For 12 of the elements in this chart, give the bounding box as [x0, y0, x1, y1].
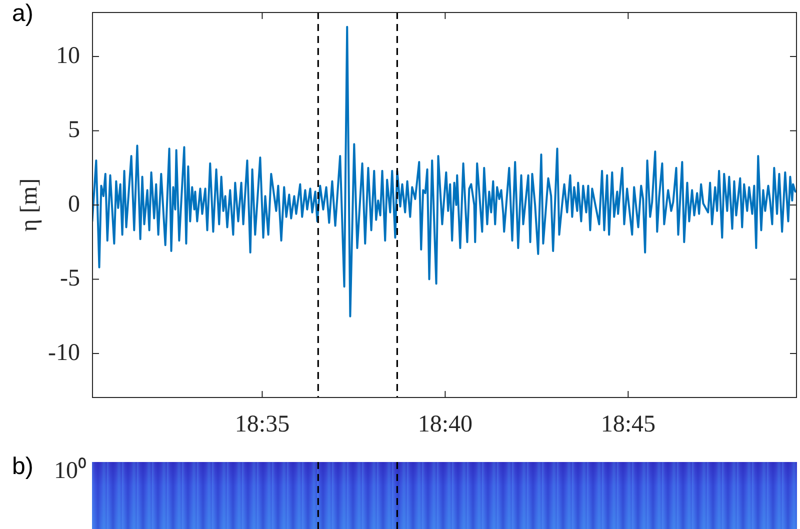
chart-title: a): [12, 0, 34, 27]
x-tick-label: 18:40: [418, 412, 473, 438]
y-axis-title: η [m]: [16, 178, 43, 232]
text: b): [12, 453, 34, 480]
text: 10⁰: [54, 458, 86, 484]
x-tick-label: 18:45: [600, 412, 656, 438]
x-tick-label: 18:35: [234, 412, 290, 438]
y-tick-label: 5: [68, 117, 80, 144]
y-tick-label: -10: [48, 340, 80, 366]
y-tick-label: 10: [56, 42, 80, 69]
y-tick-label: 0: [68, 191, 80, 218]
y-tick-label: -5: [60, 266, 80, 292]
